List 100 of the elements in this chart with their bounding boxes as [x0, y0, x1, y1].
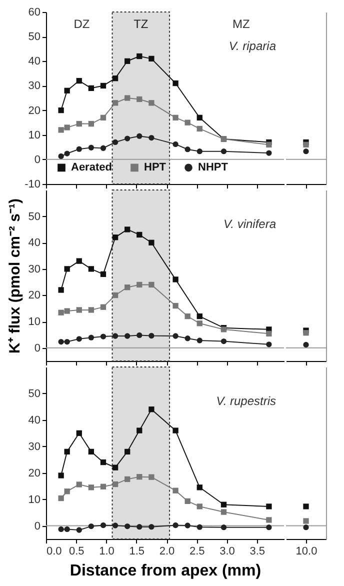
y-tick-label: 10 [28, 129, 40, 142]
point [64, 124, 70, 130]
x-tick-label: 1.5 [129, 546, 145, 558]
point [76, 258, 82, 264]
annotation: MZ [232, 17, 250, 31]
point [172, 522, 178, 528]
point [148, 406, 154, 412]
point [58, 107, 64, 114]
point [64, 308, 70, 314]
point [76, 527, 82, 533]
point [136, 474, 142, 480]
legend-label: Aerated [71, 162, 112, 174]
point [136, 524, 142, 530]
point [136, 133, 142, 139]
point [196, 504, 202, 510]
y-tick-label: 0 [34, 520, 40, 532]
point [196, 313, 202, 320]
point [220, 509, 227, 515]
y-tick-label: 50 [28, 388, 40, 400]
point [124, 448, 130, 455]
point [64, 488, 70, 494]
point [172, 428, 178, 434]
point [100, 459, 106, 466]
point [172, 302, 178, 309]
point [184, 498, 190, 504]
point [148, 134, 154, 141]
point [100, 334, 106, 340]
y-tick-label: 10 [28, 316, 40, 328]
point [136, 53, 142, 60]
y-tick-label: 40 [28, 56, 40, 68]
point [64, 448, 70, 455]
point [58, 495, 64, 502]
y-tick-label: 0 [34, 154, 40, 166]
point [76, 120, 82, 127]
point [148, 56, 154, 62]
y-tick-label: 20 [28, 290, 40, 302]
point [58, 472, 64, 478]
point [64, 88, 70, 94]
point [100, 271, 106, 278]
point [58, 338, 64, 345]
point [112, 292, 118, 298]
point [58, 127, 64, 133]
point [76, 146, 82, 152]
point [196, 484, 202, 490]
y-tick-label: 40 [28, 237, 40, 250]
point [136, 282, 142, 288]
point [148, 332, 154, 339]
point [184, 146, 190, 152]
point [64, 338, 70, 345]
x-tick-label: 3.0 [220, 546, 235, 558]
point [266, 142, 272, 148]
y-axis-title: K⁺ flux (pmol cm⁻² s⁻¹) [6, 198, 24, 354]
point [266, 524, 272, 530]
annotation: V. vinifera [224, 217, 276, 231]
point [148, 524, 154, 530]
point [76, 336, 82, 342]
point [100, 82, 106, 89]
point [266, 517, 272, 523]
point [172, 488, 178, 494]
point [64, 526, 70, 532]
point [88, 144, 94, 150]
x-tick-label: 2.5 [189, 546, 205, 558]
point [196, 148, 202, 154]
point [100, 484, 106, 490]
point [124, 333, 130, 339]
point [148, 240, 154, 246]
point [124, 226, 130, 232]
point [184, 313, 190, 320]
point [100, 114, 106, 120]
y-tick-label: 10 [28, 494, 40, 506]
point [58, 287, 64, 293]
point [148, 282, 154, 288]
point [196, 320, 202, 326]
y-tick-label: 50 [28, 31, 40, 44]
y-tick-label: 30 [28, 440, 40, 453]
point [196, 524, 202, 530]
point [100, 145, 106, 151]
point [172, 141, 178, 148]
point [112, 333, 118, 339]
annotation: V. rupestris [216, 394, 276, 408]
y-tick-label: 0 [34, 342, 40, 354]
point [124, 95, 130, 101]
legend-label: NHPT [198, 162, 228, 174]
point [58, 526, 64, 532]
point [148, 100, 154, 106]
point [184, 336, 190, 342]
band-label: TZ [134, 17, 148, 31]
point [266, 150, 272, 156]
point [148, 474, 154, 480]
x-tick-label: 10.0 [296, 546, 318, 558]
point [88, 523, 94, 530]
point [112, 100, 118, 106]
point [112, 464, 118, 470]
x-tick-label: 1.0 [99, 546, 114, 558]
point [76, 307, 82, 313]
y-tick-label: 30 [28, 80, 40, 92]
point [124, 476, 130, 482]
point [196, 126, 202, 132]
point [76, 430, 82, 436]
point [64, 266, 70, 272]
